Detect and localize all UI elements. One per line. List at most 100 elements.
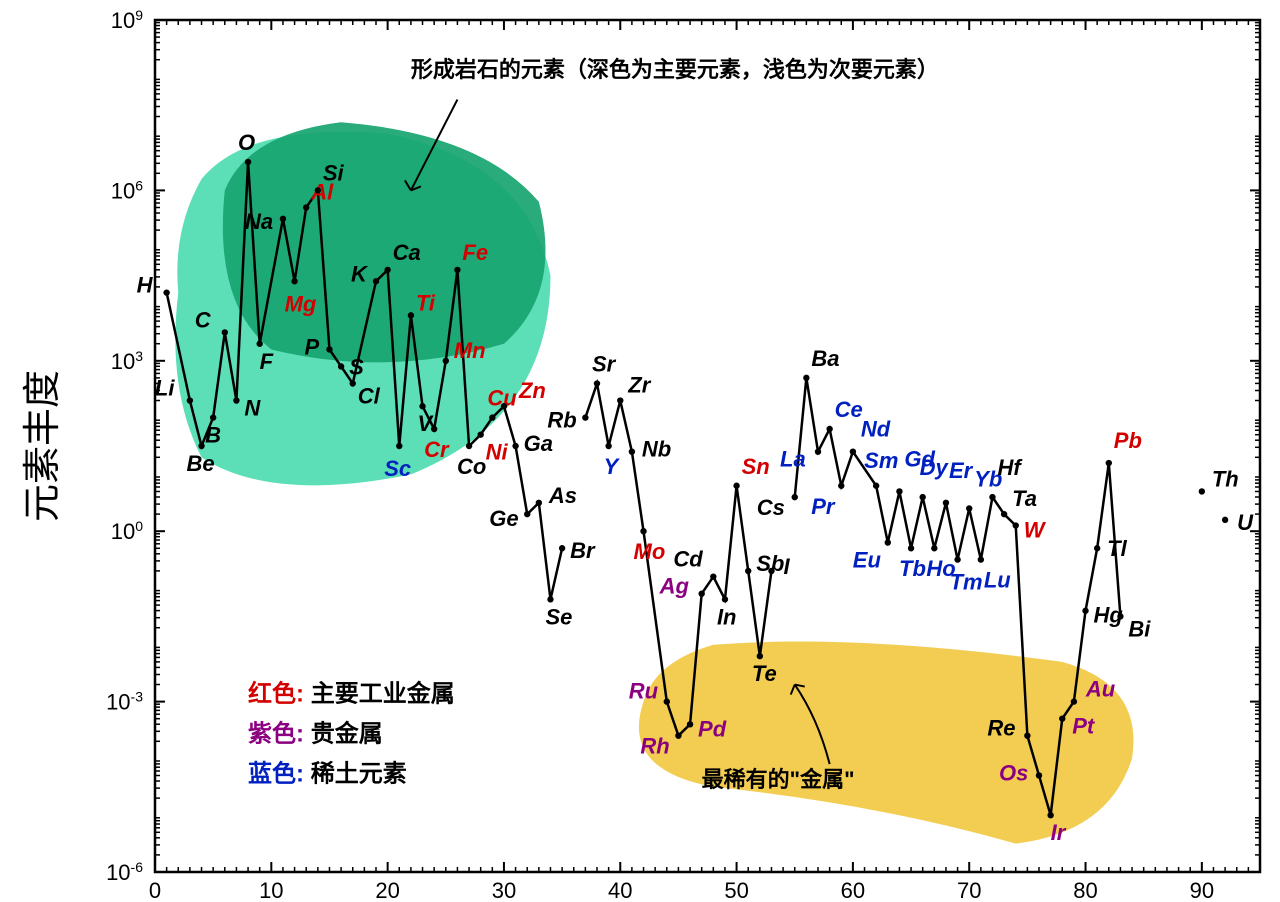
element-label: Fe	[462, 240, 488, 265]
element-label: Au	[1085, 677, 1116, 702]
data-point	[524, 511, 530, 517]
data-point	[873, 483, 879, 489]
legend-item: 蓝色: 稀土元素	[248, 760, 407, 788]
element-label: Ni	[486, 440, 509, 465]
data-point	[885, 539, 891, 545]
data-point	[710, 573, 716, 579]
data-point	[698, 590, 704, 596]
element-label: Pd	[698, 716, 727, 741]
element-label: K	[351, 261, 369, 286]
element-label: Dy	[920, 455, 950, 480]
element-label: Ta	[1012, 486, 1037, 511]
element-label: Ag	[659, 574, 690, 599]
data-point	[1199, 488, 1205, 494]
element-label: U	[1237, 510, 1254, 535]
data-point	[664, 698, 670, 704]
data-point	[396, 443, 402, 449]
data-point	[501, 403, 507, 409]
data-point	[640, 528, 646, 534]
element-label: In	[717, 604, 737, 629]
data-point	[1071, 698, 1077, 704]
y-tick-label: 10-3	[106, 689, 143, 715]
element-label: Sr	[592, 352, 617, 377]
legend-item: 紫色: 贵金属	[248, 720, 383, 748]
element-label: Nd	[861, 417, 891, 442]
element-label: Pb	[1114, 428, 1142, 453]
data-point	[198, 443, 204, 449]
y-tick-label: 103	[111, 348, 143, 374]
element-label: S	[349, 354, 364, 379]
element-label: Rb	[547, 408, 576, 433]
y-tick-label: 10-6	[106, 859, 143, 885]
data-point	[605, 443, 611, 449]
rare-metals-annotation: 最稀有的"金属"	[702, 767, 855, 792]
data-point	[931, 545, 937, 551]
data-point	[547, 596, 553, 602]
x-tick-label: 70	[957, 878, 981, 902]
y-tick-label: 100	[111, 518, 143, 544]
data-point	[443, 358, 449, 364]
data-point	[582, 414, 588, 420]
data-point	[815, 448, 821, 454]
data-point	[1013, 522, 1019, 528]
element-label: C	[195, 307, 212, 332]
data-point	[1036, 772, 1042, 778]
element-label: Re	[987, 716, 1015, 741]
element-label: Er	[949, 458, 974, 483]
element-label: Cl	[358, 384, 381, 409]
element-label: Pt	[1072, 714, 1096, 739]
data-point	[792, 494, 798, 500]
element-label: Br	[570, 538, 596, 563]
element-label: Y	[604, 454, 621, 479]
element-label: Co	[457, 454, 486, 479]
data-point	[338, 363, 344, 369]
element-label: Cd	[673, 547, 703, 572]
element-label: Mg	[285, 291, 317, 316]
data-point	[350, 380, 356, 386]
element-label: Ti	[416, 290, 436, 315]
x-tick-label: 50	[724, 878, 748, 902]
element-label: Eu	[853, 548, 882, 573]
data-point	[536, 500, 542, 506]
element-label: Ba	[811, 346, 839, 371]
data-point	[896, 488, 902, 494]
data-point	[954, 556, 960, 562]
data-point	[1059, 715, 1065, 721]
element-label: I	[783, 554, 790, 579]
element-label: V	[418, 411, 435, 436]
data-point	[559, 545, 565, 551]
data-point	[326, 346, 332, 352]
data-point	[1082, 608, 1088, 614]
data-point	[222, 329, 228, 335]
element-label: Ga	[524, 431, 553, 456]
data-point	[1024, 732, 1030, 738]
element-label: Na	[245, 209, 273, 234]
data-point	[850, 448, 856, 454]
element-label: La	[780, 447, 806, 472]
element-label: Be	[187, 451, 215, 476]
data-point	[1047, 812, 1053, 818]
x-tick-label: 80	[1073, 878, 1097, 902]
element-label: Sc	[384, 456, 411, 481]
data-point	[477, 431, 483, 437]
element-label: Os	[999, 760, 1028, 785]
x-tick-label: 10	[259, 878, 283, 902]
element-label: Si	[323, 160, 345, 185]
x-tick-label: 90	[1190, 878, 1214, 902]
element-label: Cr	[424, 437, 450, 462]
element-label: Se	[545, 604, 572, 629]
data-point	[512, 443, 518, 449]
data-point	[617, 397, 623, 403]
element-label: N	[244, 396, 261, 421]
data-point	[745, 568, 751, 574]
element-label: O	[238, 130, 255, 155]
element-label: Pr	[811, 494, 836, 519]
element-label: Tl	[1107, 536, 1127, 561]
element-label: H	[137, 273, 154, 298]
element-label: Li	[155, 376, 175, 401]
x-tick-label: 30	[492, 878, 516, 902]
y-tick-label: 109	[111, 7, 143, 33]
data-point	[803, 375, 809, 381]
element-label: Sm	[864, 448, 898, 473]
element-label: F	[260, 349, 274, 374]
